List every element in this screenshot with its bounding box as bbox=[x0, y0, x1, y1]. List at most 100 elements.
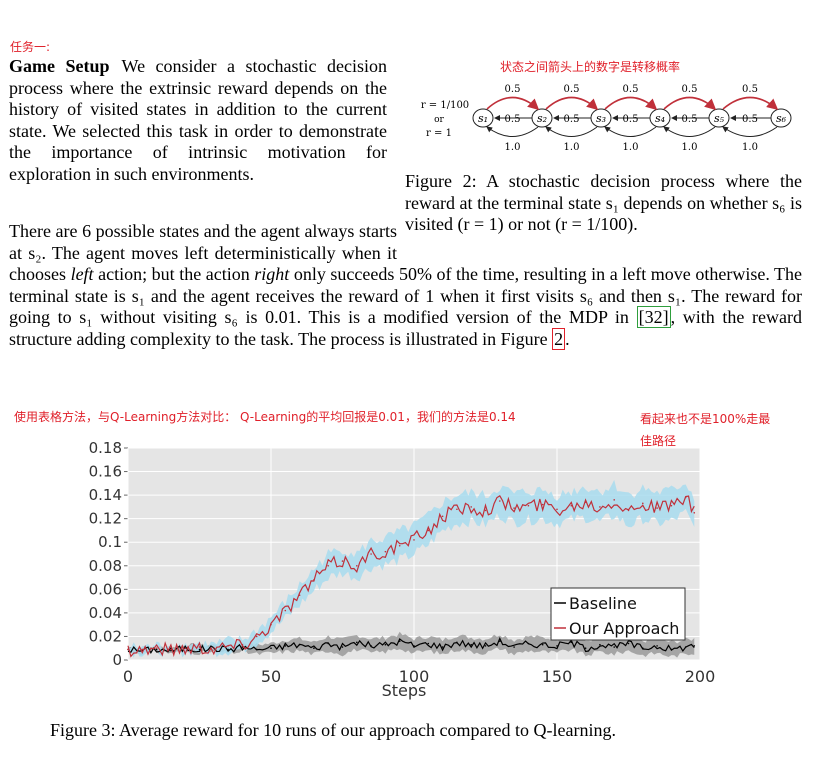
data-point bbox=[270, 623, 272, 626]
right-word: right bbox=[254, 264, 290, 285]
data-point bbox=[284, 645, 287, 647]
data-point bbox=[684, 646, 687, 648]
state-label: s₁ bbox=[478, 112, 488, 125]
data-point bbox=[541, 643, 544, 646]
series-band bbox=[128, 631, 695, 658]
task-annotation: 任务一: bbox=[10, 40, 51, 54]
states-paragraph-wrap: There are 6 possible states and the agen… bbox=[9, 221, 802, 351]
series-band bbox=[128, 479, 695, 658]
game-setup-title: Game Setup bbox=[9, 56, 110, 76]
right-transition-arrow bbox=[545, 96, 599, 111]
figure-link[interactable]: 2 bbox=[552, 327, 566, 350]
state-label: s₆ bbox=[776, 112, 787, 125]
bottom-prob-label: 1.0 bbox=[564, 142, 580, 153]
data-point bbox=[484, 509, 487, 512]
game-setup-text: We consider a stochastic decision proces… bbox=[9, 56, 387, 184]
left-word: left bbox=[70, 264, 94, 285]
state-label: s₄ bbox=[655, 112, 665, 125]
data-point bbox=[693, 511, 696, 514]
left-transition-arrow bbox=[604, 126, 657, 137]
data-point bbox=[570, 504, 573, 507]
data-point bbox=[255, 635, 258, 638]
data-point bbox=[255, 648, 258, 651]
states-paragraph: There are 6 possible states and the agen… bbox=[9, 221, 802, 351]
right-transition-arrow bbox=[663, 96, 717, 111]
data-point bbox=[327, 564, 330, 567]
data-point bbox=[627, 642, 630, 645]
data-point bbox=[398, 544, 401, 547]
data-point bbox=[427, 642, 430, 645]
data-point bbox=[556, 645, 558, 647]
left-transition-arrow bbox=[486, 126, 539, 137]
data-point bbox=[441, 515, 444, 518]
figure2-annotation: 状态之间箭头上的数字是转移概率 bbox=[500, 60, 681, 74]
figure3-caption: Figure 3: Average reward for 10 runs of … bbox=[50, 719, 790, 741]
states-text-d: , with the reward structure adding compl… bbox=[9, 307, 802, 349]
legend-box bbox=[550, 587, 686, 641]
data-point bbox=[298, 643, 301, 646]
top-prob-label: 0.5 bbox=[742, 84, 758, 95]
chart-annotation-2: 看起来也不是100%走最 佳路径 bbox=[640, 408, 770, 452]
data-point bbox=[599, 643, 601, 646]
states-text-b: action; but the action bbox=[98, 264, 250, 285]
data-point bbox=[470, 506, 473, 508]
data-point bbox=[584, 501, 587, 503]
legend-label: Our Approach bbox=[569, 619, 679, 638]
data-point bbox=[341, 646, 344, 648]
data-point bbox=[155, 647, 158, 650]
x-tick-label: 100 bbox=[399, 667, 430, 686]
chart-annotation-2-line1: 看起来也不是100%走最 bbox=[640, 412, 771, 426]
data-point bbox=[456, 641, 458, 644]
data-point bbox=[170, 648, 172, 651]
chart-annotation: 使用表格方法，与Q-Learning方法对比： Q-Learning的平均回报是… bbox=[14, 410, 516, 424]
data-point bbox=[413, 645, 415, 647]
data-point bbox=[270, 647, 272, 650]
data-point bbox=[599, 506, 601, 508]
mid-prob-label: 0.5 bbox=[564, 114, 580, 125]
data-point bbox=[356, 641, 358, 644]
data-point bbox=[141, 648, 144, 651]
data-point bbox=[527, 504, 530, 507]
data-point bbox=[613, 646, 615, 648]
data-point bbox=[427, 529, 430, 532]
data-point bbox=[670, 504, 673, 507]
data-point bbox=[170, 649, 172, 652]
series-line bbox=[127, 636, 695, 654]
state-label: s₂ bbox=[537, 112, 547, 125]
data-point bbox=[227, 645, 229, 647]
chart-annotation-2-line2: 佳路径 bbox=[640, 434, 677, 448]
data-point bbox=[356, 564, 358, 567]
y-tick-label: 0.16 bbox=[89, 463, 122, 481]
mid-prob-label: 0.5 bbox=[682, 114, 698, 125]
reward-label-bottom: r = 1 bbox=[426, 128, 452, 139]
data-point bbox=[198, 648, 201, 651]
x-tick-label: 150 bbox=[542, 667, 573, 686]
figure2-caption: Figure 2: A stochastic decision process … bbox=[405, 171, 802, 236]
data-point bbox=[656, 645, 658, 647]
reward-chart: 0 0.02 0.04 0.06 0.08 0.1 0.12 0.14 0.16 0.18 0 50 1… bbox=[89, 439, 716, 700]
y-tick-label: 0.06 bbox=[89, 580, 122, 598]
data-point bbox=[470, 643, 473, 646]
data-point bbox=[413, 539, 415, 541]
x-tick-label: 0 bbox=[123, 667, 133, 686]
state-node bbox=[472, 108, 494, 128]
top-prob-label: 0.5 bbox=[623, 84, 639, 95]
reward-label-or: or bbox=[434, 115, 444, 125]
bottom-prob-label: 1.0 bbox=[682, 142, 698, 153]
data-point bbox=[155, 648, 158, 651]
states-text-e: . bbox=[565, 328, 570, 349]
game-setup-paragraph: Game Setup We consider a stochastic decis… bbox=[9, 56, 387, 186]
states-text-a: There are 6 possible states and the agen… bbox=[9, 221, 397, 285]
figure2-diagram: r = 1/100 or r = 1 s₁ s₂ s₃ s₄ s₅ s₆ 0.5 0.5 1.0 0.5… bbox=[421, 84, 792, 153]
data-point bbox=[370, 553, 372, 555]
x-tick-label: 200 bbox=[685, 667, 716, 686]
citation-link[interactable]: [32] bbox=[636, 306, 671, 329]
data-point bbox=[584, 647, 587, 650]
x-tick-label: 50 bbox=[261, 667, 281, 686]
data-point bbox=[484, 645, 487, 647]
y-tick-label: 0 bbox=[112, 651, 122, 669]
data-point bbox=[627, 509, 630, 512]
data-point bbox=[384, 643, 387, 646]
left-column-text: Game Setup We consider a stochastic decis… bbox=[9, 56, 387, 195]
data-point bbox=[499, 500, 501, 502]
